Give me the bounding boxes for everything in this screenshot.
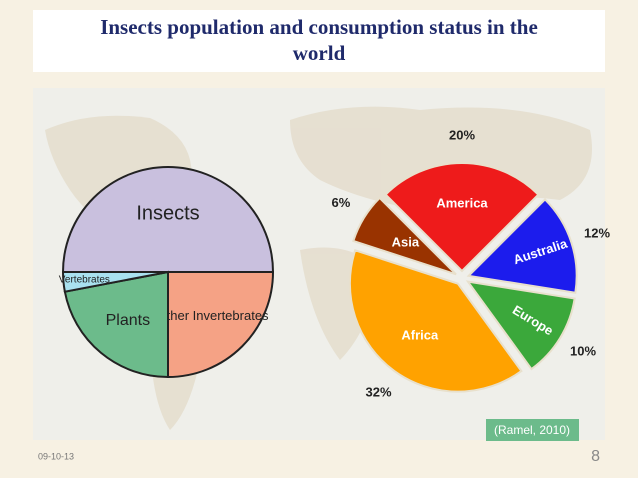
pie-slice [466,198,578,294]
pie-slice [61,271,169,293]
page-number: 8 [591,448,600,465]
pie-slice [63,270,169,379]
value-label: 32% [366,384,392,399]
pie-slice [384,161,540,273]
citation-box [486,419,579,441]
citation: (Ramel, 2010) [494,423,570,437]
value-label: 10% [570,344,596,359]
value-label: 12% [584,226,610,241]
pie-slice [167,271,275,379]
pie-slice [61,166,275,273]
pie-slice [352,196,457,276]
slice-label: Other Invertebrates [157,308,269,323]
pie-slice [348,249,523,393]
slide-title: Insects population and consumption statu… [100,15,538,65]
slice-label: America [436,195,488,210]
date: 09-10-13 [38,451,74,461]
value-label: 6% [332,195,351,210]
title-wrap: Insects population and consumption statu… [100,15,538,65]
value-label: 20% [449,127,475,142]
slice-label: Vertebrates [59,275,110,286]
slice-label: Insects [136,203,199,225]
slice-label: Plants [106,312,150,329]
slice-label: Asia [392,235,420,250]
pie-slice [465,280,576,371]
title-box [33,10,605,72]
slice-label: Africa [401,328,439,343]
